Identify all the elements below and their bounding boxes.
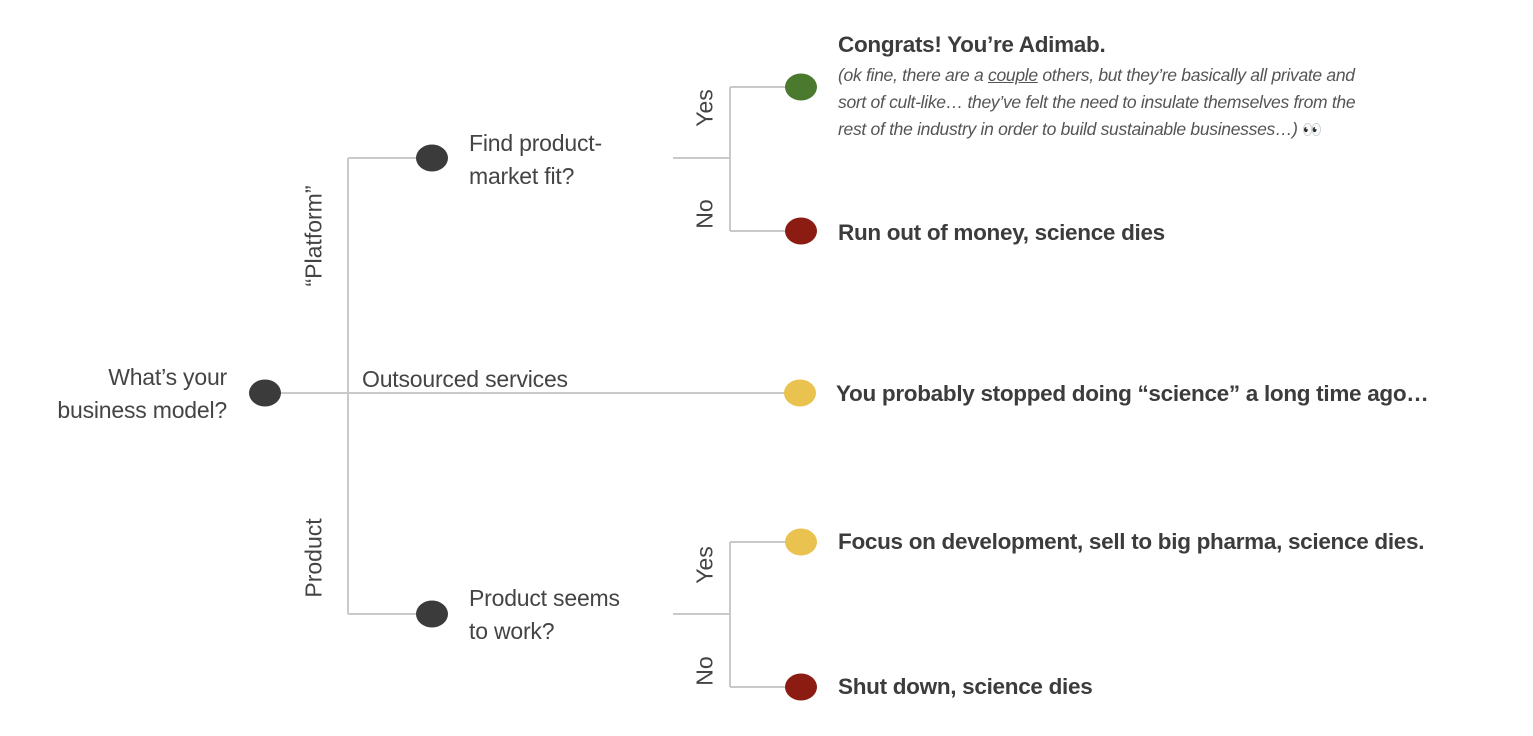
branch-label-product: Product	[300, 518, 327, 598]
answer-platform-yes: Yes	[691, 89, 718, 127]
outcome-platform-no: Run out of money, science dies	[838, 220, 1165, 245]
platform-question: Find product- market fit?	[469, 127, 602, 193]
outcome-product-yes-dot	[785, 528, 817, 556]
outcome-adimab-title: Congrats! You’re Adimab.	[838, 32, 1106, 57]
platform-question-line2: market fit?	[469, 163, 575, 189]
eyes-emoji-icon: 👀	[1302, 122, 1322, 139]
note-line2: sort of cult-like… they’ve felt the need…	[838, 92, 1356, 112]
note-underlined: couple	[988, 65, 1038, 85]
outcome-product-yes: Focus on development, sell to big pharma…	[838, 529, 1425, 554]
answer-platform-no: No	[691, 199, 718, 229]
note-text: others, but they’re basically all privat…	[1037, 65, 1355, 85]
outcome-adimab-note: (ok fine, there are a couple others, but…	[838, 62, 1356, 144]
root-question-line2: business model?	[57, 397, 227, 423]
outcome-outsourced-dot	[784, 379, 816, 407]
root-node	[249, 379, 281, 407]
answer-product-no: No	[691, 656, 718, 686]
product-question: Product seems to work?	[469, 582, 620, 648]
outcome-outsourced: You probably stopped doing “science” a l…	[836, 381, 1429, 406]
branch-label-outsourced: Outsourced services	[362, 366, 568, 392]
product-question-line2: to work?	[469, 618, 555, 644]
outcome-product-no-dot	[785, 673, 817, 701]
branch-label-platform: “Platform”	[300, 185, 327, 287]
note-line3: rest of the industry in order to build s…	[838, 119, 1298, 139]
outcome-platform-no-dot	[785, 217, 817, 245]
platform-node	[416, 144, 448, 172]
root-question-line1: What’s your	[108, 364, 227, 390]
product-node	[416, 600, 448, 628]
platform-question-line1: Find product-	[469, 130, 602, 156]
root-question: What’s your business model?	[57, 361, 227, 427]
answer-product-yes: Yes	[691, 546, 718, 584]
product-question-line1: Product seems	[469, 585, 620, 611]
outcome-adimab-dot	[785, 73, 817, 101]
note-text: (ok fine, there are a	[838, 65, 989, 85]
outcome-product-no: Shut down, science dies	[838, 674, 1093, 699]
